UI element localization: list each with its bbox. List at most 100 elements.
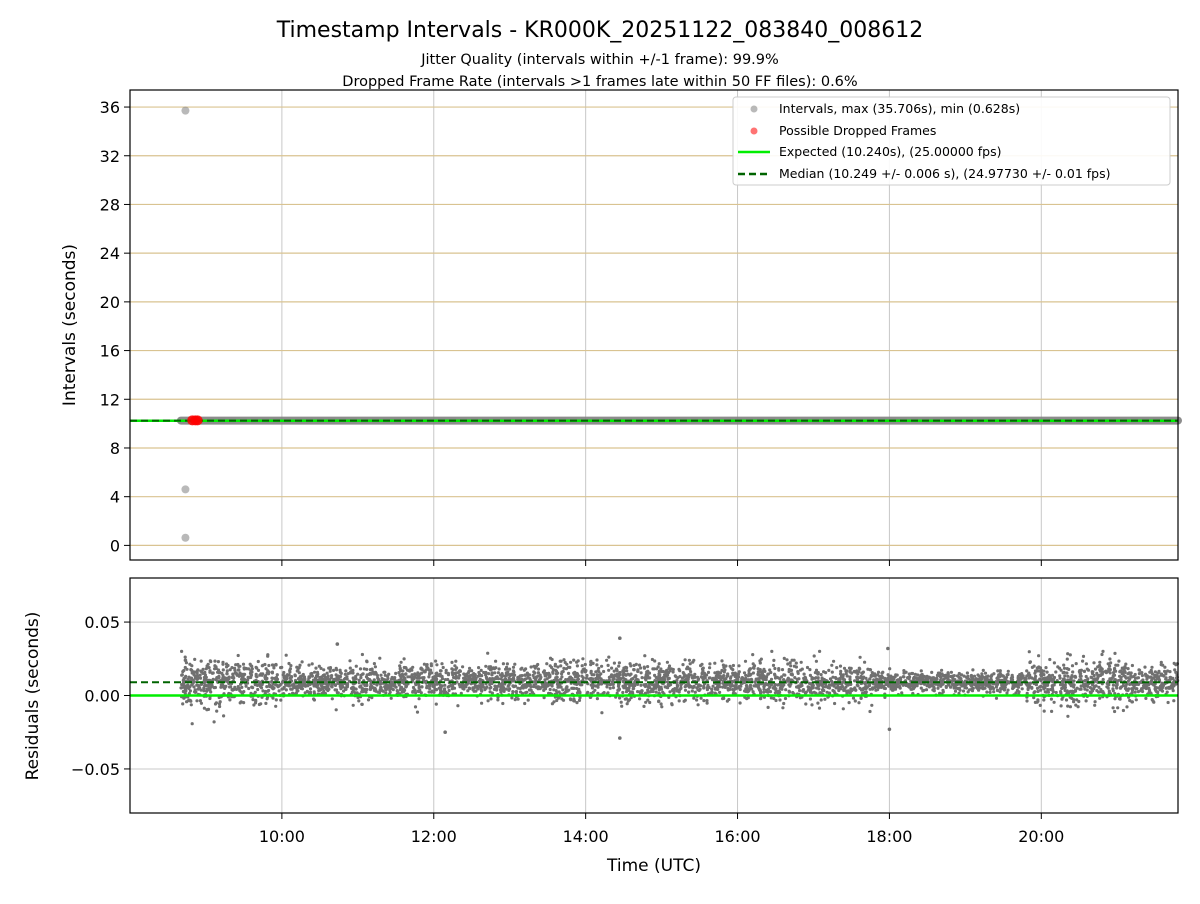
residual-point: [565, 662, 569, 666]
residual-point: [333, 683, 338, 688]
residual-point: [706, 670, 711, 675]
residual-point: [488, 677, 492, 681]
residual-point: [742, 671, 747, 675]
residual-point: [239, 682, 243, 686]
residual-point: [246, 675, 250, 679]
residual-point: [521, 683, 526, 687]
residual-point: [771, 663, 776, 668]
residual-point: [1092, 673, 1096, 678]
residual-point: [758, 673, 763, 678]
residual-point: [751, 671, 756, 675]
residual-point: [234, 671, 238, 675]
residual-point: [1159, 672, 1163, 676]
residual-point: [794, 665, 799, 669]
residual-point: [682, 699, 686, 703]
residual-point: [425, 664, 429, 669]
residual-point: [1134, 698, 1138, 702]
residual-point: [372, 678, 376, 682]
residual-point: [644, 700, 648, 704]
residual-point: [974, 677, 979, 681]
residual-point: [420, 671, 424, 675]
residual-point: [744, 673, 748, 677]
residual-point: [192, 685, 196, 689]
residual-point: [1097, 690, 1101, 694]
residual-point: [620, 704, 624, 708]
residual-point: [632, 668, 636, 672]
residual-point: [225, 669, 229, 673]
residual-point: [1099, 688, 1103, 692]
residual-point: [456, 704, 460, 708]
residual-point: [981, 668, 985, 673]
residual-point: [1138, 668, 1142, 672]
residual-point: [442, 691, 447, 695]
residual-point: [433, 675, 437, 679]
residual-point: [617, 682, 621, 687]
residual-point: [778, 698, 782, 702]
residual-point: [824, 685, 828, 689]
residual-point: [725, 674, 729, 679]
residual-point: [516, 686, 520, 690]
residual-point: [274, 662, 278, 667]
residual-point: [297, 677, 301, 681]
top-ytick-label: 16: [100, 342, 120, 361]
residual-point: [454, 659, 458, 663]
residual-point: [541, 682, 545, 686]
residual-point: [354, 674, 358, 678]
residual-point: [839, 669, 843, 674]
residual-point: [866, 685, 870, 689]
residual-point: [599, 682, 604, 686]
residual-point: [819, 673, 823, 677]
residual-point: [629, 672, 633, 676]
residual-point: [419, 691, 423, 695]
residual-point: [964, 675, 969, 679]
residual-point: [210, 683, 214, 687]
residual-point: [1147, 686, 1151, 691]
residual-point: [551, 668, 555, 672]
residual-point: [722, 670, 726, 674]
residual-point: [1042, 709, 1046, 713]
residual-point: [787, 689, 791, 693]
residual-point: [346, 682, 350, 686]
residual-point: [1132, 684, 1136, 688]
residual-point: [621, 690, 625, 695]
residual-point: [976, 687, 980, 691]
residual-point: [292, 684, 296, 688]
residual-point: [902, 671, 906, 675]
residual-point: [830, 663, 834, 667]
residual-point: [508, 667, 512, 671]
residual-point: [328, 667, 332, 671]
residual-point: [1086, 677, 1090, 681]
residual-point: [373, 665, 377, 669]
bottom-xtick-label: 14:00: [563, 827, 609, 846]
residual-point: [633, 682, 637, 686]
residual-point: [467, 686, 471, 690]
residual-point: [740, 676, 744, 680]
residual-point: [479, 668, 483, 673]
residual-point: [975, 683, 979, 687]
residual-point: [779, 682, 783, 687]
residual-point: [240, 672, 244, 676]
residual-point: [1033, 678, 1037, 682]
residual-point: [1025, 669, 1029, 673]
residual-point: [844, 689, 848, 693]
residual-point: [689, 670, 693, 674]
residual-point: [183, 687, 187, 692]
residual-point: [661, 669, 665, 674]
residual-point: [1114, 663, 1118, 667]
residual-point: [511, 665, 516, 669]
residual-point: [303, 684, 308, 688]
residual-point: [350, 669, 354, 674]
residual-point: [1066, 674, 1070, 678]
residual-point: [1137, 672, 1141, 676]
residual-point: [827, 686, 832, 690]
residual-point: [512, 677, 516, 681]
residual-point: [459, 684, 463, 688]
residual-point: [524, 685, 528, 689]
residual-point: [941, 688, 945, 692]
residual-point: [591, 690, 595, 694]
residual-point: [837, 688, 841, 693]
residual-point: [646, 665, 650, 669]
residual-point: [675, 678, 679, 682]
residual-point: [1126, 667, 1130, 671]
residual-point: [201, 667, 205, 672]
